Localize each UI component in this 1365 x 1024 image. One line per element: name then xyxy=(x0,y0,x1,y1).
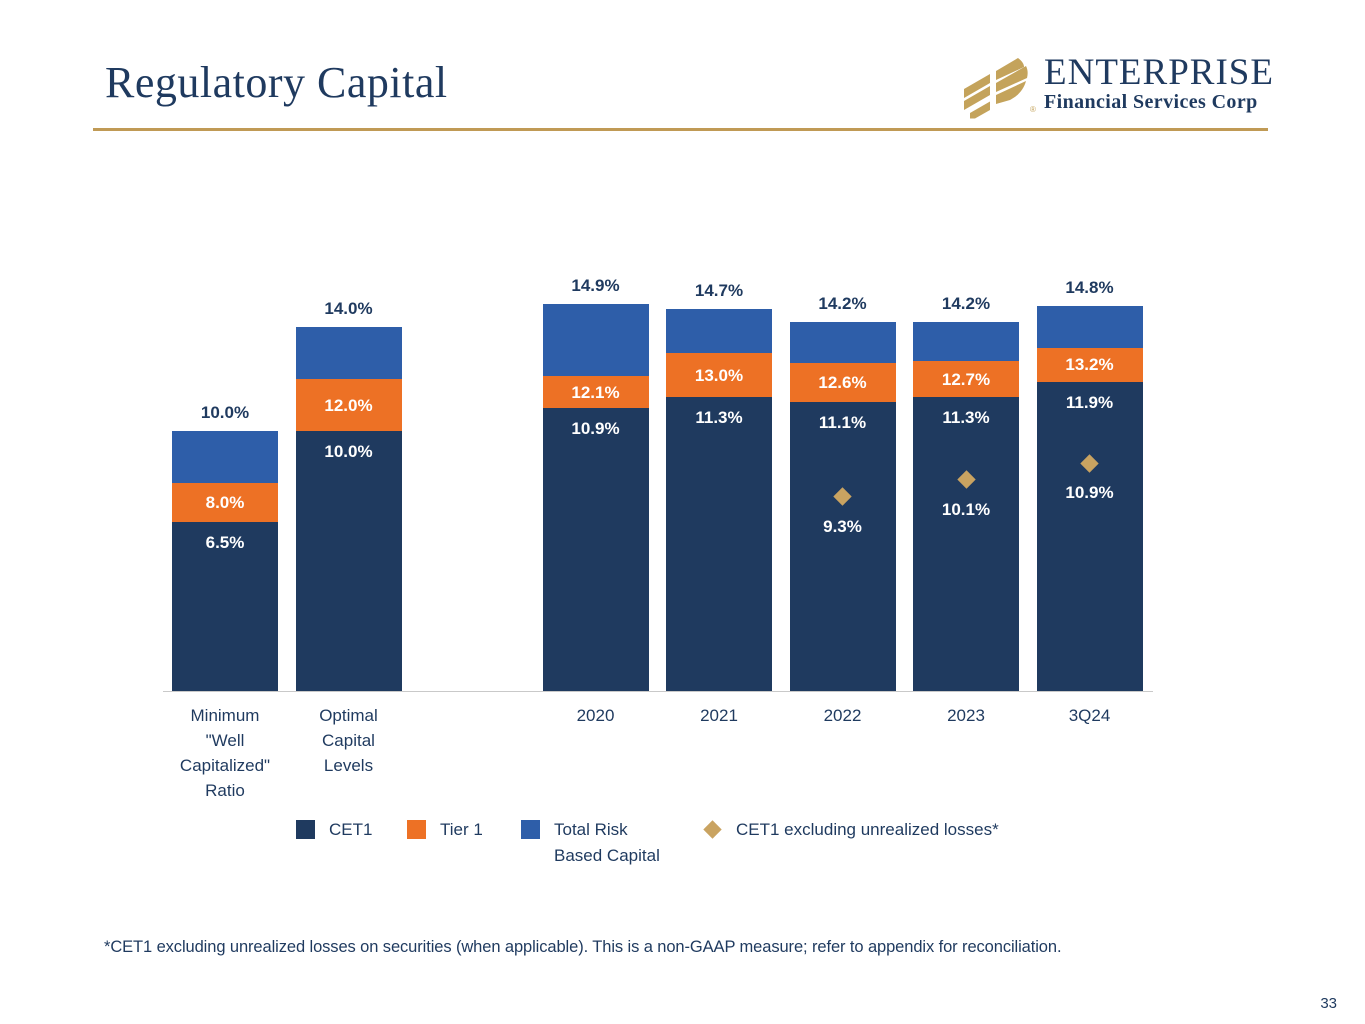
bar-segment-tier1 xyxy=(1036,347,1143,382)
marker-label: 9.3% xyxy=(823,516,862,536)
marker-label: 10.1% xyxy=(941,499,991,519)
x-axis-line xyxy=(163,691,1153,692)
legend-item: CET1 xyxy=(296,817,372,843)
bar-segment-total-risk xyxy=(666,308,772,353)
tier1-label: 13.0% xyxy=(694,365,744,385)
page-number: 33 xyxy=(1320,995,1337,1012)
bar-segment-total-risk xyxy=(789,321,896,364)
marker-label: 10.9% xyxy=(1065,483,1114,503)
legend-label: Tier 1 xyxy=(440,820,483,839)
footnote: *CET1 excluding unrealized losses on sec… xyxy=(104,938,1062,956)
legend-swatch xyxy=(296,820,315,839)
category-label: Minimum "Well Capitalized" Ratio xyxy=(179,706,271,800)
bar-segment-tier1 xyxy=(666,353,772,398)
bar-group-2023: 14.2% 12.7% 11.3% 10.1% xyxy=(913,294,1019,691)
cet1-label: 11.3% xyxy=(695,408,743,428)
page-title: Regulatory Capital xyxy=(105,58,448,107)
category-label: 2021 xyxy=(700,706,738,725)
bar-segment-total-risk xyxy=(172,431,278,483)
legend-diamond-icon xyxy=(703,820,722,839)
cet1-label: 6.5% xyxy=(205,533,245,552)
category-label: 2023 xyxy=(947,706,985,725)
tier1-label: 8.0% xyxy=(205,493,245,512)
category-label: 2020 xyxy=(576,706,615,725)
chart-legend: CET1 Tier 1 Total Risk Based Capital CET1 e… xyxy=(0,817,1365,877)
tier1-label: 12.7% xyxy=(941,369,991,389)
total-label: 14.8% xyxy=(1065,278,1114,298)
legend-swatch xyxy=(407,820,426,839)
bar-segment-tier1 xyxy=(542,376,649,408)
legend-item: CET1 excluding unrealized losses* xyxy=(703,817,999,843)
total-label: 14.9% xyxy=(571,275,620,295)
category-label: Optimal Capital Levels xyxy=(319,706,378,775)
bar-segment-total-risk xyxy=(542,303,649,377)
total-label: 14.2% xyxy=(941,293,991,313)
total-label: 14.7% xyxy=(694,280,744,300)
bar-segment-cet1 xyxy=(789,402,896,691)
tier1-label: 13.2% xyxy=(1065,355,1114,375)
logo-text: ENTERPRISE Financial Services Corp xyxy=(1044,52,1274,113)
total-label: 14.0% xyxy=(324,299,373,318)
total-label: 10.0% xyxy=(200,403,250,422)
legend-label: CET1 excluding unrealized losses* xyxy=(736,820,999,839)
bar-segment-tier1 xyxy=(172,483,278,522)
legend-item: Tier 1 xyxy=(407,817,483,843)
company-logo: ® ENTERPRISE Financial Services Corp xyxy=(960,52,1274,119)
cet1-label: 11.3% xyxy=(942,408,990,428)
registered-trademark: ® xyxy=(1030,105,1036,114)
bar-segment-tier1 xyxy=(295,379,402,431)
tier1-label: 12.0% xyxy=(324,395,373,415)
tier1-label: 12.1% xyxy=(571,382,620,402)
title-divider xyxy=(93,128,1268,131)
bar-segment-cet1 xyxy=(1036,381,1143,691)
bar-segment-tier1 xyxy=(913,360,1019,398)
bar-group-2021: 14.7% 13.0% 11.3% xyxy=(666,281,772,691)
cet1-label: 11.1% xyxy=(818,413,867,433)
bar-segment-total-risk xyxy=(1036,306,1143,348)
bar-group-minimum: 10.0% 8.0% 6.5% xyxy=(172,403,278,691)
bar-group-2022: 14.2% 12.6% 11.1% 9.3% xyxy=(789,294,896,691)
bar-group-3q24: 14.8% 13.2% 11.9% 10.9% xyxy=(1036,278,1143,691)
bar-segment-cet1 xyxy=(913,397,1019,691)
cet1-label: 10.0% xyxy=(324,442,373,461)
bar-group-2020: 14.9% 12.1% 10.9% xyxy=(542,276,649,691)
cet1-label: 11.9% xyxy=(1065,392,1114,412)
bar-segment-total-risk xyxy=(295,327,402,379)
logo-company-name: ENTERPRISE xyxy=(1044,52,1274,93)
total-label: 14.2% xyxy=(818,293,867,313)
bar-segment-tier1 xyxy=(789,363,896,403)
logo-company-subtitle: Financial Services Corp xyxy=(1044,91,1258,113)
category-label: 2022 xyxy=(823,706,862,725)
stacked-bar-chart: 10.0% 8.0% 6.5% 14.0% 12.0% 10.0% 14.9% 12.1% 10… xyxy=(163,250,1153,691)
legend-label: CET1 xyxy=(329,820,373,839)
bar-segment-cet1 xyxy=(295,431,402,691)
bar-segment-cet1 xyxy=(666,397,772,691)
legend-item: Total Risk Based Capital xyxy=(521,817,660,869)
legend-label: Total Risk Based Capital xyxy=(554,820,660,865)
bar-segment-cet1 xyxy=(542,407,649,691)
x-axis-labels: Minimum "Well Capitalized" Ratio Optimal … xyxy=(163,703,1153,813)
bar-segment-cet1 xyxy=(172,522,278,691)
tier1-label: 12.6% xyxy=(818,373,867,393)
bar-segment-total-risk xyxy=(913,321,1019,361)
legend-swatch xyxy=(521,820,540,839)
enterprise-logo-icon: ® xyxy=(960,57,1036,119)
bar-group-optimal: 14.0% 12.0% 10.0% xyxy=(295,299,402,691)
cet1-label: 10.9% xyxy=(571,418,620,438)
category-label: 3Q24 xyxy=(1068,706,1111,725)
